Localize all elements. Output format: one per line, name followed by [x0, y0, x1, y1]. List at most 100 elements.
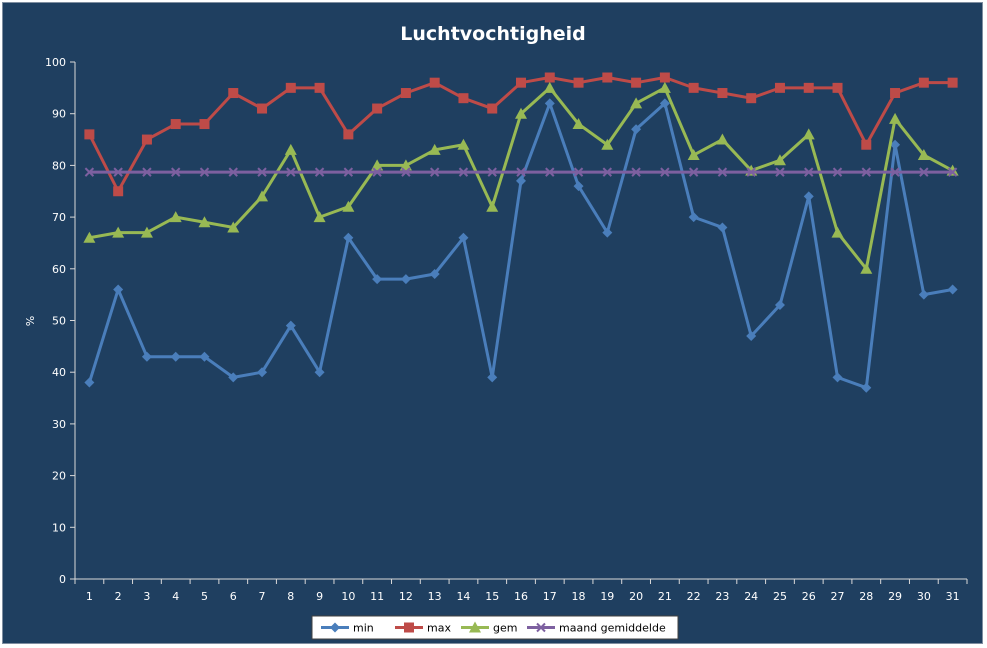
- x-tick-label: 1: [86, 590, 93, 603]
- data-point: [947, 284, 958, 295]
- x-tick-label: 28: [859, 590, 873, 603]
- data-point: [688, 212, 699, 223]
- data-point: [141, 351, 152, 362]
- data-point: [170, 119, 181, 130]
- legend-entry: gem: [461, 621, 517, 635]
- data-point: [227, 221, 240, 233]
- data-point: [429, 268, 440, 279]
- x-tick-label: 2: [115, 590, 122, 603]
- data-point: [717, 167, 728, 177]
- x-tick-label: 13: [428, 590, 442, 603]
- y-tick-label: 80: [52, 159, 66, 172]
- data-point: [631, 167, 641, 177]
- x-tick-label: 31: [946, 590, 960, 603]
- y-tick-label: 60: [52, 263, 66, 276]
- data-point: [400, 274, 411, 285]
- data-point: [918, 289, 929, 300]
- data-point: [284, 143, 297, 155]
- data-point: [631, 77, 642, 88]
- data-point: [688, 167, 699, 177]
- data-point: [487, 103, 498, 114]
- data-point: [313, 211, 326, 223]
- data-point: [861, 139, 872, 150]
- x-tick-label: 19: [600, 590, 614, 603]
- data-point: [775, 167, 785, 177]
- data-point: [84, 129, 95, 140]
- data-point: [372, 167, 382, 177]
- data-point: [285, 82, 296, 93]
- data-point: [917, 149, 930, 161]
- data-point: [516, 175, 526, 186]
- data-point: [84, 167, 95, 177]
- data-point: [486, 200, 499, 212]
- data-point: [804, 167, 814, 177]
- legend-marker: [469, 621, 481, 633]
- data-point: [544, 72, 555, 83]
- series-2: [83, 81, 959, 274]
- data-point: [660, 167, 670, 177]
- legend-marker: [330, 622, 340, 633]
- y-tick-label: 40: [52, 366, 66, 379]
- data-point: [112, 226, 125, 238]
- legend-entry: maand gemiddelde: [527, 622, 666, 635]
- data-point: [515, 107, 527, 119]
- chart-title: Luchtvochtigheid: [400, 23, 585, 45]
- x-tick-label: 30: [917, 590, 931, 603]
- data-point: [717, 88, 728, 99]
- data-point: [342, 200, 355, 212]
- data-point: [487, 372, 498, 383]
- data-point: [545, 167, 555, 177]
- x-tick-label: 9: [316, 590, 323, 603]
- data-point: [746, 167, 756, 177]
- y-tick-label: 20: [52, 470, 66, 483]
- data-point: [919, 167, 929, 177]
- x-tick-label: 7: [259, 590, 266, 603]
- x-tick-label: 15: [485, 590, 499, 603]
- data-point: [257, 103, 268, 114]
- data-point: [889, 112, 902, 124]
- data-point: [199, 167, 210, 177]
- data-point: [199, 119, 210, 130]
- data-point: [890, 88, 901, 99]
- data-point: [572, 118, 585, 130]
- x-tick-label: 23: [715, 590, 729, 603]
- y-tick-label: 10: [52, 521, 66, 534]
- x-tick-label: 3: [143, 590, 150, 603]
- data-point: [487, 167, 497, 177]
- data-point: [113, 284, 124, 295]
- x-tick-label: 4: [172, 590, 179, 603]
- data-point: [601, 138, 614, 150]
- data-point: [228, 372, 239, 383]
- data-point: [285, 320, 296, 331]
- data-point: [773, 154, 786, 166]
- x-tick-label: 21: [658, 590, 672, 603]
- data-point: [947, 77, 958, 88]
- data-point: [831, 226, 844, 238]
- data-point: [602, 167, 613, 177]
- data-point: [543, 81, 556, 93]
- data-point: [860, 262, 873, 274]
- data-point: [602, 72, 613, 83]
- data-point: [429, 77, 440, 88]
- x-tick-label: 14: [456, 590, 470, 603]
- data-point: [257, 167, 267, 177]
- data-point: [314, 167, 325, 177]
- y-tick-label: 100: [45, 56, 66, 69]
- series-1: [84, 72, 958, 197]
- data-point: [142, 167, 152, 177]
- x-tick-label: 29: [888, 590, 902, 603]
- data-point: [228, 167, 238, 177]
- legend-label: maand gemiddelde: [559, 622, 666, 635]
- x-tick-label: 26: [802, 590, 816, 603]
- legend-entry: max: [395, 622, 451, 635]
- data-point: [401, 167, 411, 177]
- data-point: [688, 82, 699, 93]
- x-tick-label: 12: [399, 590, 413, 603]
- data-point: [314, 82, 325, 93]
- y-axis-label: %: [24, 316, 37, 326]
- data-point: [84, 377, 95, 388]
- data-point: [746, 93, 757, 104]
- data-point: [832, 372, 843, 383]
- data-point: [573, 167, 584, 177]
- data-point: [113, 186, 124, 197]
